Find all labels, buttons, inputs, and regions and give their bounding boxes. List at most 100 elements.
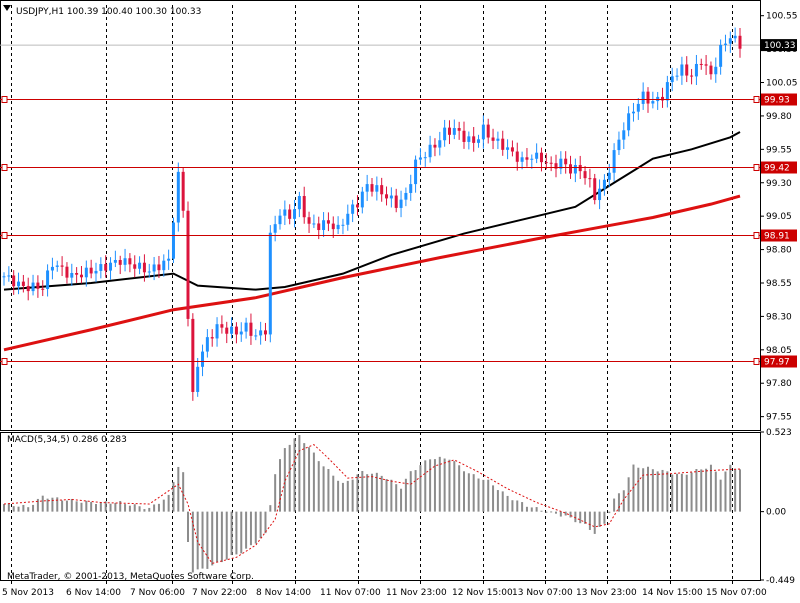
ma-slow-layer: [3, 194, 741, 352]
candle: [530, 154, 534, 169]
candle: [433, 138, 437, 157]
candle: [176, 162, 180, 232]
candle: [670, 67, 674, 92]
candle: [215, 317, 219, 347]
candle: [171, 217, 175, 264]
candle: [515, 142, 519, 171]
candle: [728, 31, 732, 53]
ma-fast-layer: [3, 131, 741, 291]
level-handle-icon[interactable]: [753, 232, 760, 239]
level-handle-icon[interactable]: [753, 164, 760, 171]
macd-bar: [119, 500, 122, 512]
candle: [428, 135, 432, 163]
macd-bar: [719, 479, 722, 512]
candle: [583, 166, 587, 185]
candle: [685, 56, 689, 83]
macd-bar: [574, 511, 577, 523]
macd-bar: [114, 502, 117, 512]
macd-bar: [322, 466, 325, 512]
candle: [477, 134, 481, 148]
candle: [385, 186, 389, 206]
macd-bar: [613, 498, 616, 512]
macd-bar: [240, 511, 243, 554]
ma-fast-line: [3, 131, 741, 291]
macd-bar: [312, 452, 315, 512]
level-price-label: 97.97: [761, 355, 797, 368]
svg-text:99.42: 99.42: [764, 164, 790, 174]
macd-bar: [458, 465, 461, 512]
macd-bar: [734, 468, 737, 512]
candle: [210, 329, 214, 347]
macd-bar: [249, 511, 252, 546]
macd-histogram-layer: [3, 434, 741, 573]
candle: [36, 275, 40, 298]
candle: [622, 122, 626, 149]
macd-bar: [651, 469, 654, 512]
level-handle-icon[interactable]: [1, 358, 8, 365]
macd-bar: [41, 495, 44, 512]
macd-bar: [637, 467, 640, 512]
grid: [0, 0, 761, 581]
candle: [75, 267, 79, 283]
candle: [409, 174, 413, 201]
macd-bar: [95, 504, 97, 512]
y-tick-label: 98.55: [766, 279, 792, 289]
candle: [60, 256, 64, 277]
macd-bar: [128, 505, 131, 512]
macd-bar: [525, 506, 528, 512]
candle: [46, 264, 50, 297]
level-handle-icon[interactable]: [753, 358, 760, 365]
candle: [278, 209, 282, 230]
candle: [365, 174, 369, 201]
macd-bar: [540, 510, 543, 512]
candle: [113, 250, 117, 268]
macd-bar: [90, 501, 93, 512]
x-tick-label: 7 Nov 22:00: [192, 588, 247, 598]
ma-slow-line: [3, 194, 741, 352]
macd-bar: [303, 443, 306, 512]
candle: [723, 34, 727, 52]
macd-bar: [201, 511, 204, 569]
triangle-down-icon[interactable]: [3, 5, 11, 11]
macd-bar: [501, 491, 504, 512]
macd-bar: [351, 479, 354, 512]
macd-bar: [617, 493, 620, 512]
macd-bar: [332, 475, 335, 512]
level-handle-icon[interactable]: [1, 96, 8, 103]
candle: [79, 265, 83, 284]
y-tick-label: 99.80: [766, 112, 792, 122]
macd-bar: [51, 497, 54, 512]
macd-bar: [511, 500, 514, 512]
candle: [288, 204, 292, 225]
macd-bar: [167, 494, 170, 512]
level-handle-icon[interactable]: [1, 232, 8, 239]
candle: [627, 106, 631, 137]
level-handle-icon[interactable]: [1, 164, 8, 171]
candle: [162, 254, 166, 277]
candle: [220, 315, 224, 334]
y-tick-label: 99.55: [766, 145, 792, 155]
macd-bar: [308, 447, 311, 512]
svg-text:99.93: 99.93: [764, 96, 790, 106]
macd-bar: [216, 511, 219, 562]
macd-bar: [608, 511, 611, 514]
macd-bar: [366, 474, 369, 512]
candle: [520, 151, 524, 170]
macd-bar: [298, 434, 301, 512]
candle: [123, 248, 127, 272]
candles-layer: [2, 27, 742, 401]
macd-bar: [492, 485, 495, 512]
x-tick-label: 14 Nov 15:00: [642, 588, 703, 598]
macd-bar: [404, 478, 407, 512]
svg-text:100.33: 100.33: [764, 41, 796, 51]
macd-bar: [467, 473, 470, 512]
macd-bar: [409, 471, 412, 512]
candle: [55, 260, 59, 272]
candle: [201, 344, 205, 377]
candle: [501, 130, 505, 156]
level-handle-icon[interactable]: [753, 96, 760, 103]
macd-bar: [555, 511, 557, 514]
candle: [234, 322, 238, 344]
